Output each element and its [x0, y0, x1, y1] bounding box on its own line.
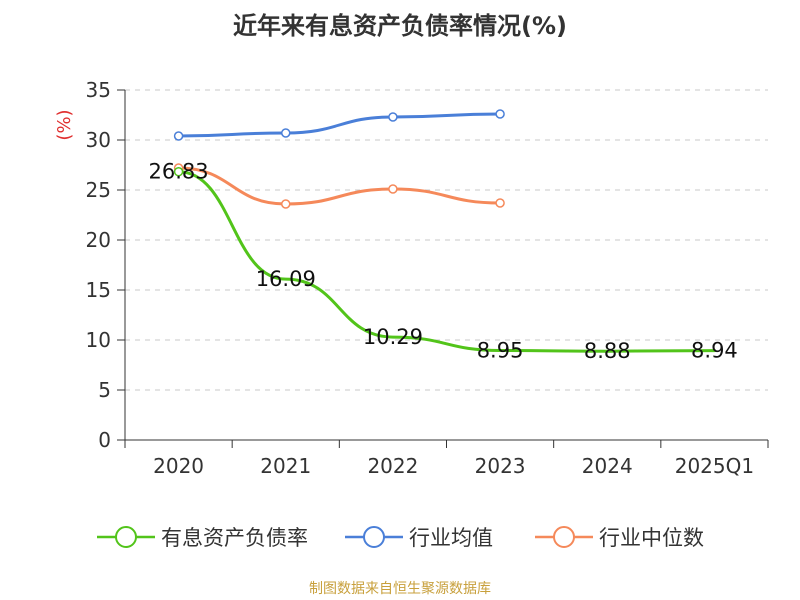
x-tick-label: 2024: [582, 454, 633, 478]
data-point: [281, 128, 291, 138]
data-point: [495, 109, 505, 119]
y-tick-label: 20: [86, 228, 111, 252]
y-tick-label: 25: [86, 178, 111, 202]
data-label: 8.95: [477, 339, 524, 363]
series-line: [177, 166, 502, 206]
series-group: [173, 109, 716, 353]
legend-marker: [553, 526, 575, 548]
x-tick-label: 2025Q1: [675, 454, 754, 478]
source-note: 制图数据来自恒生聚源数据库: [309, 581, 491, 597]
legend-item: 有息资产负债率: [161, 526, 308, 550]
legend: 有息资产负债率 行业均值 行业中位数: [97, 526, 704, 550]
y-tick-label: 5: [98, 378, 111, 402]
data-point: [281, 199, 291, 209]
y-tick-label: 35: [86, 78, 111, 102]
data-point: [173, 166, 184, 177]
y-tick-label: 10: [86, 328, 111, 352]
legend-item: 行业中位数: [599, 526, 704, 550]
data-label: 8.94: [691, 339, 738, 363]
axes: 0 5 10 15 20 25 30 35 (%) 2020 2021 2022 2023 2024 202…: [54, 78, 769, 478]
x-tick-label: 2023: [475, 454, 526, 478]
x-tick-label: 2021: [260, 454, 311, 478]
series-line: [177, 112, 502, 138]
x-tick-label: 2022: [367, 454, 418, 478]
data-label: 26.83: [149, 160, 209, 184]
data-label: 16.09: [256, 267, 316, 291]
data-point: [388, 184, 398, 194]
legend-marker: [115, 526, 137, 548]
data-label: 10.29: [363, 325, 423, 349]
y-tick-label: 30: [86, 128, 111, 152]
legend-marker: [363, 526, 385, 548]
y-axis-label: (%): [54, 109, 75, 140]
data-point: [495, 198, 505, 208]
data-point: [388, 112, 398, 122]
y-tick-label: 15: [86, 278, 111, 302]
x-tick-label: 2020: [153, 454, 204, 478]
series-line: [177, 170, 716, 353]
gridlines: [125, 89, 768, 391]
chart-title: 近年来有息资产负债率情况(%): [233, 12, 567, 40]
legend-item: 行业均值: [409, 526, 493, 550]
data-point: [173, 131, 184, 141]
y-tick-label: 0: [98, 428, 111, 452]
data-labels: 26.83 16.09 10.29 8.95 8.88 8.94: [149, 160, 738, 364]
data-label: 8.88: [584, 339, 631, 363]
